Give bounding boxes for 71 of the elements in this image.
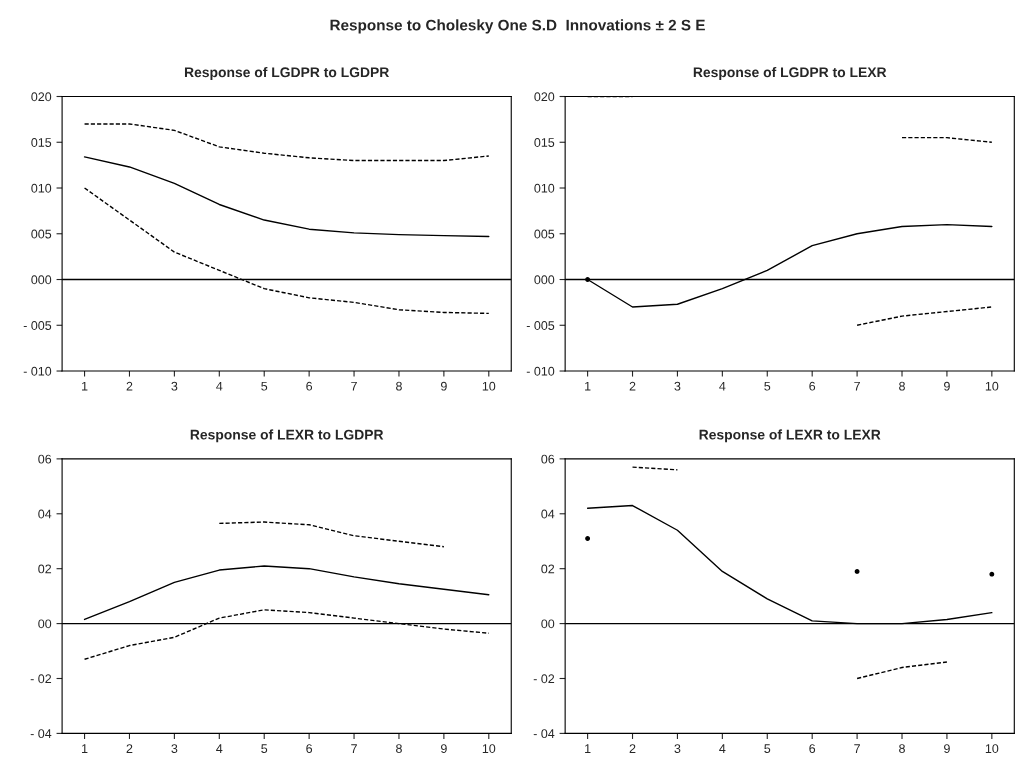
y-tick-label: 00 xyxy=(38,619,52,629)
x-tick-label: 8 xyxy=(899,381,905,391)
y-tick-label: - 005 xyxy=(526,321,555,330)
y-tick-label: 020 xyxy=(534,92,555,102)
x-tick-label: 2 xyxy=(629,744,636,753)
x-tick-label: 5 xyxy=(764,381,771,391)
y-tick-label: - 010 xyxy=(526,366,555,376)
x-tick-label: 10 xyxy=(482,381,496,391)
x-tick-label: 10 xyxy=(482,744,496,753)
y-tick-label: 005 xyxy=(31,229,52,239)
y-tick-label: 015 xyxy=(534,138,555,147)
x-tick-label: 6 xyxy=(809,744,816,753)
x-tick-label: 8 xyxy=(899,744,905,753)
x-tick-label: 7 xyxy=(854,744,860,753)
y-tick-label: 06 xyxy=(541,454,555,464)
y-tick-label: - 010 xyxy=(23,366,52,376)
y-tick-label: 000 xyxy=(31,275,52,285)
x-tick-label: 1 xyxy=(82,744,88,753)
x-tick-label: 1 xyxy=(585,744,591,753)
x-tick-label: 10 xyxy=(985,744,999,753)
text: Response to Cholesky One S.D Innovations ± 2 S E xyxy=(330,19,705,34)
x-tick-label: 10 xyxy=(985,381,999,391)
chart-title: Response of LEXR to LGDPR xyxy=(190,429,384,443)
x-tick-label: 8 xyxy=(396,744,402,753)
x-tick-label: 6 xyxy=(306,744,313,753)
x-tick-label: 2 xyxy=(629,381,636,391)
x-tick-label: 2 xyxy=(126,381,133,391)
x-tick-label: 9 xyxy=(944,381,950,391)
x-tick-label: 4 xyxy=(216,381,223,391)
x-tick-label: 3 xyxy=(674,381,681,391)
x-tick-label: 9 xyxy=(944,744,950,753)
y-tick-label: - 02 xyxy=(533,674,555,684)
y-tick-label: 015 xyxy=(31,138,52,147)
y-tick-label: - 04 xyxy=(30,729,52,739)
y-tick-label: 010 xyxy=(534,183,555,193)
x-tick-label: 5 xyxy=(261,744,268,753)
chart-title: Response of LGDPR to LEXR xyxy=(693,66,887,80)
x-tick-label: 6 xyxy=(809,381,816,391)
y-tick-label: 000 xyxy=(534,275,555,285)
x-tick-label: 4 xyxy=(216,744,223,753)
chart-title: Response of LGDPR to LGDPR xyxy=(184,66,390,80)
x-tick-label: 9 xyxy=(440,744,447,753)
y-tick-label: 00 xyxy=(541,619,555,629)
x-tick-label: 5 xyxy=(261,381,268,391)
x-tick-label: 6 xyxy=(306,381,313,391)
y-tick-label: 02 xyxy=(541,564,555,574)
y-tick-label: - 005 xyxy=(23,321,52,330)
x-tick-label: 3 xyxy=(674,744,681,753)
chart-title: Response of LEXR to LEXR xyxy=(699,429,881,443)
x-tick-label: 7 xyxy=(351,744,357,753)
y-tick-label: 04 xyxy=(541,509,555,519)
x-tick-label: 9 xyxy=(440,381,447,391)
y-tick-label: 06 xyxy=(38,454,52,464)
x-tick-label: 5 xyxy=(764,744,771,753)
y-tick-label: - 04 xyxy=(533,729,555,739)
x-tick-label: 1 xyxy=(585,381,591,391)
y-tick-label: - 02 xyxy=(30,674,52,684)
y-tick-label: 010 xyxy=(31,183,52,193)
x-tick-label: 8 xyxy=(396,381,402,391)
x-tick-label: 3 xyxy=(171,381,178,391)
x-tick-label: 1 xyxy=(82,381,88,391)
x-tick-label: 4 xyxy=(719,744,726,753)
x-tick-label: 7 xyxy=(854,381,860,391)
x-tick-label: 7 xyxy=(351,381,357,391)
x-tick-label: 3 xyxy=(171,744,178,753)
y-tick-label: 02 xyxy=(38,564,52,574)
y-tick-label: 020 xyxy=(31,92,52,102)
y-tick-label: 005 xyxy=(534,229,555,239)
x-tick-label: 4 xyxy=(719,381,726,391)
x-tick-label: 2 xyxy=(126,744,133,753)
y-tick-label: 04 xyxy=(38,509,52,519)
